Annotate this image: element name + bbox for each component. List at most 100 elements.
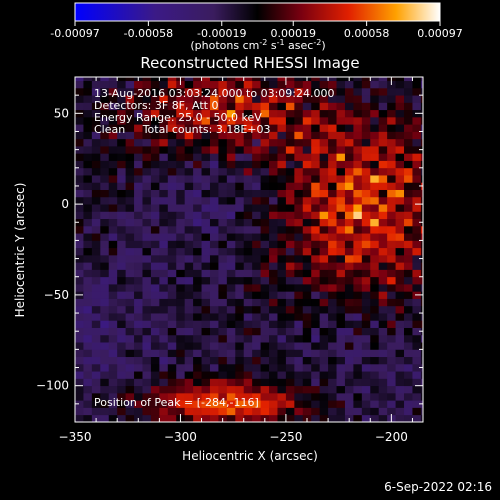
heatmap-cell <box>395 247 405 256</box>
heatmap-cell <box>361 284 371 292</box>
heatmap-cell <box>142 313 152 321</box>
heatmap-cell <box>311 385 321 394</box>
heatmap-cell <box>100 109 110 118</box>
heatmap-cell <box>100 400 110 408</box>
heatmap-cell <box>176 298 186 307</box>
heatmap-cell <box>75 225 84 234</box>
heatmap-cell <box>387 291 396 299</box>
heatmap-cell <box>328 116 337 125</box>
heatmap-cell <box>328 392 337 401</box>
heatmap-cell <box>378 356 388 365</box>
heatmap-cell <box>184 291 194 299</box>
heatmap-cell <box>353 138 363 147</box>
heatmap-cell <box>336 363 346 372</box>
heatmap-cell <box>311 400 321 408</box>
heatmap-cell <box>336 153 346 161</box>
heatmap-cell <box>100 392 110 401</box>
heatmap-cell <box>404 167 413 176</box>
heatmap-cell <box>117 392 127 401</box>
heatmap-cell <box>260 204 270 212</box>
heatmap-cell <box>209 407 219 416</box>
heatmap-cell <box>404 262 413 270</box>
heatmap-cell <box>150 291 160 299</box>
heatmap-cell <box>201 160 211 169</box>
heatmap-cell <box>176 262 186 270</box>
heatmap-cell <box>311 254 321 263</box>
heatmap-cell <box>395 342 405 350</box>
heatmap-cell <box>150 298 160 307</box>
heatmap-cell <box>108 160 118 169</box>
heatmap-cell <box>370 392 380 401</box>
heatmap-cell <box>353 305 363 314</box>
heatmap-cell <box>176 109 186 118</box>
heatmap-cell <box>75 204 84 212</box>
heatmap-cell <box>243 363 253 372</box>
colorbar-tick-label: -0.00097 <box>50 27 99 40</box>
heatmap-cell <box>285 80 295 89</box>
heatmap-cell <box>243 247 253 256</box>
heatmap-cell <box>294 313 304 321</box>
heatmap-cell <box>378 124 388 132</box>
heatmap-cell <box>404 77 413 82</box>
heatmap-cell <box>243 80 253 89</box>
heatmap-cell <box>370 196 380 205</box>
heatmap-cell <box>378 182 388 190</box>
heatmap-cell <box>260 218 270 227</box>
heatmap-cell <box>184 160 194 169</box>
annotation-time: 13-Aug-2016 03:03:24.000 to 03:09:24.000 <box>94 87 335 100</box>
heatmap-cell <box>420 80 423 89</box>
heatmap-cell <box>387 276 396 285</box>
heatmap-cell <box>150 305 160 314</box>
heatmap-cell <box>285 109 295 118</box>
heatmap-cell <box>184 146 194 154</box>
heatmap-cell <box>159 146 169 154</box>
heatmap-cell <box>395 305 405 314</box>
heatmap-cell <box>252 298 261 307</box>
heatmap-cell <box>404 196 413 205</box>
heatmap-cell <box>387 392 396 401</box>
heatmap-cell <box>193 211 202 220</box>
heatmap-cell <box>285 146 295 154</box>
heatmap-cell <box>176 291 186 299</box>
heatmap-cell <box>361 254 371 263</box>
heatmap-cell <box>201 262 211 270</box>
heatmap-cell <box>311 305 321 314</box>
heatmap-cell <box>218 167 228 176</box>
heatmap-cell <box>361 182 371 190</box>
heatmap-cell <box>420 102 423 111</box>
heatmap-cell <box>108 349 118 358</box>
heatmap-cell <box>344 385 354 394</box>
heatmap-cell <box>201 196 211 205</box>
heatmap-cell <box>412 175 422 183</box>
heatmap-cell <box>302 254 312 263</box>
heatmap-cell <box>404 95 413 103</box>
heatmap-cell <box>235 356 245 365</box>
heatmap-cell <box>125 225 135 234</box>
heatmap-cell <box>302 87 312 96</box>
heatmap-cell <box>125 291 135 299</box>
x-tick-label: −350 <box>59 430 92 444</box>
heatmap-cell <box>193 124 202 132</box>
heatmap-cell <box>134 298 143 307</box>
heatmap-cell <box>344 407 354 416</box>
heatmap-cell <box>277 313 287 321</box>
heatmap-cell <box>100 407 110 416</box>
heatmap-cell <box>370 131 380 140</box>
heatmap-cell <box>184 116 194 125</box>
heatmap-cell <box>100 414 110 422</box>
heatmap-cell <box>226 87 236 96</box>
heatmap-cell <box>91 131 101 140</box>
heatmap-cell <box>328 385 337 394</box>
heatmap-cell <box>319 356 329 365</box>
heatmap-cells <box>75 77 423 422</box>
heatmap-cell <box>328 342 337 350</box>
heatmap-cell <box>193 298 202 307</box>
heatmap-cell <box>108 371 118 379</box>
heatmap-cell <box>294 349 304 358</box>
heatmap-cell <box>260 167 270 176</box>
heatmap-cell <box>302 95 312 103</box>
heatmap-cell <box>83 131 93 140</box>
heatmap-cell <box>404 334 413 343</box>
heatmap-cell <box>311 334 321 343</box>
heatmap-cell <box>319 211 329 220</box>
